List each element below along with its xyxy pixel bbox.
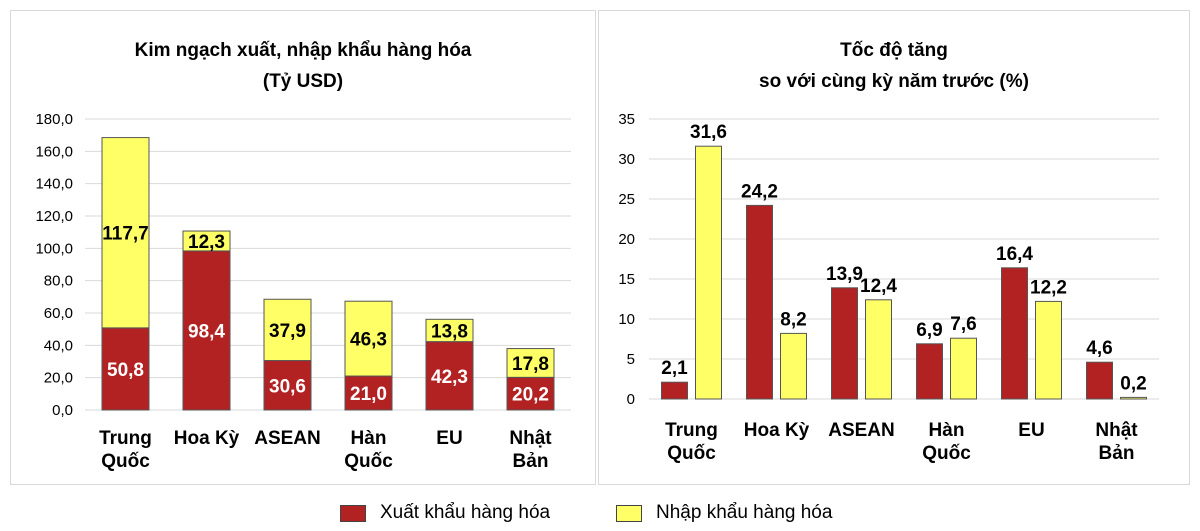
bar-export: [1086, 361, 1113, 400]
data-label-export: 6,9: [916, 320, 942, 341]
y-tick-label: 180,0: [35, 111, 73, 128]
legend-item-export: Xuất khẩu hàng hóa: [340, 500, 550, 526]
y-tick-label: 20,0: [44, 370, 73, 387]
y-tick-label: 120,0: [35, 208, 73, 225]
data-label-import: 12,4: [860, 276, 897, 297]
clustered-bar-chart: 051015202530352,131,6TrungQuốc24,28,2Hoa…: [618, 111, 1159, 464]
category-label: Hàn: [351, 428, 387, 449]
category-label: Quốc: [344, 451, 393, 472]
category-label: Nhật: [1095, 420, 1138, 441]
data-label-export: 20,2: [512, 385, 549, 406]
legend-item-import: Nhập khẩu hàng hóa: [616, 500, 832, 526]
y-tick-label: 140,0: [35, 176, 73, 193]
data-label-import: 31,6: [690, 122, 727, 143]
category-label: Trung: [665, 420, 718, 441]
category-label: Quốc: [101, 451, 150, 472]
data-label-export: 30,6: [269, 376, 306, 397]
y-tick-label: 0,0: [52, 402, 73, 419]
bar-import: [780, 332, 807, 400]
category-label: ASEAN: [254, 428, 321, 449]
bar-import: [1035, 300, 1062, 400]
bar-export: [916, 343, 943, 400]
category-label: Quốc: [667, 443, 716, 464]
data-label-import: 37,9: [269, 321, 306, 342]
legend-label-export: Xuất khẩu hàng hóa: [380, 502, 551, 523]
y-tick-label: 30: [618, 151, 635, 168]
chart-title: Kim ngạch xuất, nhập khẩu hàng hóa (Tỷ U…: [11, 35, 595, 97]
bar-export: [1001, 267, 1028, 400]
bar-export: [344, 375, 393, 411]
bar-export: [182, 250, 231, 411]
data-label-import: 8,2: [780, 309, 806, 330]
category-label: Hoa Kỳ: [744, 420, 810, 441]
data-label-export: 50,8: [107, 360, 144, 381]
y-tick-label: 20: [618, 231, 635, 248]
category-label: Hàn: [929, 420, 965, 441]
chart-title: Tốc độ tăng so với cùng kỳ năm trước (%): [599, 35, 1189, 97]
bar-export: [506, 376, 555, 411]
bar-export: [661, 381, 688, 400]
bar-import: [182, 230, 231, 252]
legend-label-import: Nhập khẩu hàng hóa: [656, 502, 833, 523]
bar-import: [695, 145, 722, 400]
chart-panel-growth-rate: Tốc độ tăng so với cùng kỳ năm trước (%)…: [598, 10, 1190, 485]
data-label-export: 4,6: [1086, 338, 1112, 359]
data-label-export: 13,9: [826, 264, 863, 285]
category-label: Bản: [1099, 443, 1135, 464]
chart-title-line1: Tốc độ tăng: [840, 40, 948, 61]
data-label-import: 7,6: [950, 314, 976, 335]
data-label-export: 98,4: [188, 321, 225, 342]
y-tick-label: 10: [618, 311, 635, 328]
bar-import: [425, 318, 474, 343]
category-label: Quốc: [922, 443, 971, 464]
data-label-export: 2,1: [661, 358, 688, 379]
data-label-export: 42,3: [431, 367, 468, 388]
chart-title-line2: (Tỷ USD): [262, 71, 344, 92]
y-tick-label: 160,0: [35, 143, 73, 160]
data-label-export: 16,4: [996, 244, 1033, 265]
y-tick-label: 0: [627, 391, 635, 408]
category-label: ASEAN: [828, 420, 895, 441]
bar-import: [344, 300, 393, 377]
category-label: Nhật: [509, 428, 552, 449]
category-label: EU: [1018, 420, 1044, 441]
data-label-import: 12,3: [188, 232, 225, 253]
bar-export: [831, 287, 858, 400]
data-label-export: 21,0: [350, 384, 387, 405]
chart-panel-trade-value: Kim ngạch xuất, nhập khẩu hàng hóa (Tỷ U…: [10, 10, 596, 485]
data-label-import: 0,2: [1120, 373, 1146, 394]
legend-swatch-export: [340, 504, 366, 522]
y-tick-label: 35: [618, 111, 635, 128]
y-tick-label: 100,0: [35, 240, 73, 257]
data-label-import: 46,3: [350, 330, 387, 351]
bar-export: [263, 360, 312, 411]
y-tick-label: 60,0: [44, 305, 73, 322]
bar-import: [865, 299, 892, 400]
data-label-export: 24,2: [741, 181, 778, 202]
data-label-import: 17,8: [512, 354, 549, 375]
category-label: Bản: [513, 451, 549, 472]
y-tick-label: 25: [618, 191, 635, 208]
bar-import: [506, 348, 555, 378]
y-tick-label: 5: [627, 351, 635, 368]
category-label: Trung: [99, 428, 152, 449]
y-tick-label: 15: [618, 271, 635, 288]
data-label-import: 13,8: [431, 321, 468, 342]
y-tick-label: 80,0: [44, 273, 73, 290]
bar-import: [263, 298, 312, 362]
bar-import: [1120, 396, 1147, 400]
bar-import: [101, 137, 150, 329]
chart-title-line1: Kim ngạch xuất, nhập khẩu hàng hóa: [134, 40, 472, 61]
bar-export: [746, 204, 773, 400]
category-label: Hoa Kỳ: [174, 428, 240, 449]
data-label-import: 12,2: [1030, 277, 1067, 298]
bar-export: [101, 327, 150, 411]
category-label: EU: [436, 428, 462, 449]
chart-title-line2: so với cùng kỳ năm trước (%): [759, 71, 1029, 92]
data-label-import: 117,7: [102, 224, 149, 245]
bar-import: [950, 337, 977, 400]
stacked-bar-chart: 0,0 20,0 40,0 60,0 80,0 100,0 120,0 140,0 160,0 1…: [35, 111, 571, 472]
y-tick-label: 40,0: [44, 337, 73, 354]
legend-swatch-import: [616, 504, 642, 522]
